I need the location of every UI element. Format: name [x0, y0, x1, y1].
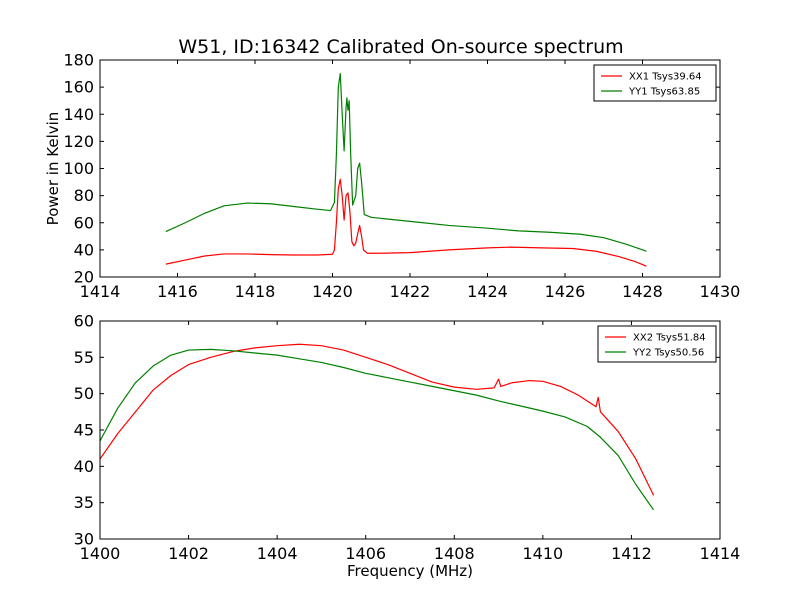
x-tick-label: 1400 [80, 544, 121, 563]
x-tick-label: 1418 [235, 282, 276, 301]
x-tick-label: 1430 [700, 282, 741, 301]
x-tick-label: 1410 [522, 544, 563, 563]
chart-1: 1414 1416 1418 1420 1422 1424 1426 1428 1430 20 40… [44, 36, 740, 301]
series-group [165, 72, 647, 267]
x-tick-label: 1416 [157, 282, 198, 301]
x-tick-label: 1408 [434, 544, 475, 563]
y-tick-label: 20 [74, 268, 94, 287]
x-tick-label: 1402 [168, 544, 209, 563]
series-group [100, 343, 655, 511]
y-tick-label: 55 [74, 348, 94, 367]
y-tick-label: 50 [74, 384, 94, 403]
x-axis-label: Frequency (MHz) [347, 562, 473, 580]
y-tick-label: 120 [63, 132, 94, 151]
legend-label: XX2 Tsys51.84 [633, 333, 706, 344]
y-tick-label: 80 [74, 186, 94, 205]
y-tick-label: 35 [74, 493, 94, 512]
x-tick-label: 1426 [545, 282, 586, 301]
x-tick-label: 1422 [390, 282, 431, 301]
y-tick-label: 30 [74, 530, 94, 549]
legend: XX1 Tsys39.64 YY1 Tsys63.85 [593, 64, 717, 102]
y-tick-label: 100 [63, 159, 94, 178]
y-tick-label: 45 [74, 421, 94, 440]
x-tick-label: 1406 [345, 544, 386, 563]
x-tick-label: 1412 [611, 544, 652, 563]
x-tick-label: 1424 [467, 282, 508, 301]
x-tick-label: 1428 [622, 282, 663, 301]
y-axis-label: Power in Kelvin [44, 112, 62, 226]
x-tick-label: 1404 [257, 544, 298, 563]
legend-label: YY2 Tsys50.56 [632, 348, 704, 359]
y-tick-label: 140 [63, 105, 94, 124]
y-tick-label: 60 [74, 213, 94, 232]
series-line-2 [100, 348, 655, 511]
x-tick-label: 1420 [312, 282, 353, 301]
legend-box [597, 325, 717, 363]
chart-title: W51, ID:16342 Calibrated On-source spect… [178, 36, 623, 58]
y-tick-label: 40 [74, 457, 94, 476]
x-tick-label: 1414 [80, 282, 121, 301]
legend: XX2 Tsys51.84 YY2 Tsys50.56 [597, 325, 717, 363]
legend-label: YY1 Tsys63.85 [628, 87, 700, 98]
series-line-1 [100, 343, 655, 496]
legend-box [593, 64, 717, 102]
x-tick-label: 1414 [700, 544, 741, 563]
chart-2: 1400 1402 1404 1406 1408 1410 1412 1414 30 35 40 45… [74, 312, 741, 581]
y-tick-label: 160 [63, 78, 94, 97]
legend-label: XX1 Tsys39.64 [629, 72, 702, 83]
series-line-1 [165, 178, 647, 267]
series-line-2 [165, 72, 647, 252]
y-tick-label: 60 [74, 312, 94, 331]
y-tick-label: 180 [63, 51, 94, 70]
y-tick-label: 40 [74, 240, 94, 259]
